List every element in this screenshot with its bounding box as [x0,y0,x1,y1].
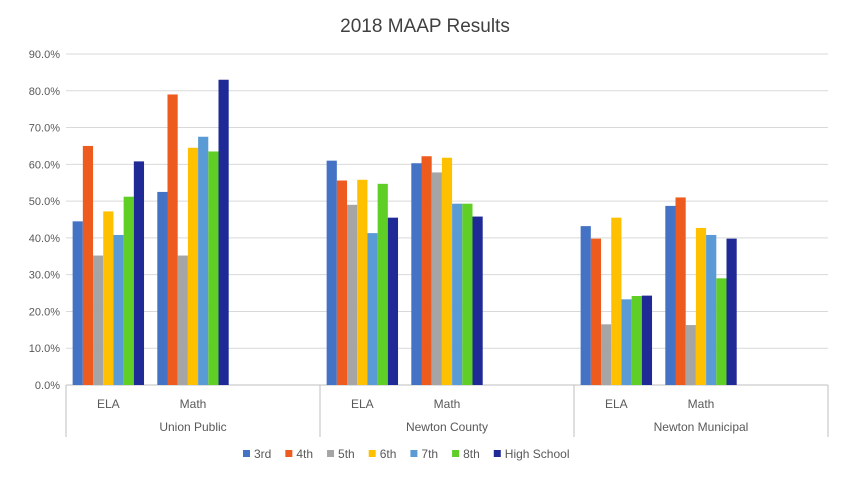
legend-swatch [452,450,460,457]
bar [133,161,145,385]
bar [187,147,199,385]
legend-swatch [368,450,376,457]
x-tick-label: ELA [351,397,374,411]
legend-item: 5th [327,447,355,461]
legend: 3rd 4th 5th 6th 7th 8th High School [243,447,570,461]
legend-item: 3rd [243,447,271,461]
bar [387,217,399,385]
bar [472,216,483,385]
legend-swatch [327,450,335,457]
group-label: Newton Municipal [654,420,749,434]
bar [726,238,737,385]
bar [421,156,432,385]
bar [367,233,378,385]
bar [611,217,622,385]
bar [336,180,348,385]
bar [641,295,653,385]
bar [601,324,612,385]
bar [462,203,473,385]
bar [82,145,94,385]
bar [123,196,134,385]
bar [706,234,717,385]
x-tick-label: ELA [605,397,628,411]
legend-label: 7th [421,447,438,461]
legend-swatch [243,450,250,457]
y-tick-label: 50.0% [29,196,60,208]
chart-title: 2018 MAAP Results [340,16,510,37]
legend-label: 4th [296,447,313,461]
y-tick-label: 0.0% [35,380,60,392]
legend-label: 6th [380,447,397,461]
bar [621,299,632,385]
bar [157,191,168,385]
y-tick-label: 10.0% [29,343,60,355]
legend-label: 5th [338,447,355,461]
bar [167,94,178,385]
bar [357,179,368,385]
bar [695,227,707,385]
bar [72,221,83,385]
y-tick-label: 90.0% [29,49,60,61]
bar [452,203,463,385]
bar [441,157,453,385]
bar [716,278,727,385]
legend-label: 3rd [254,447,271,461]
group-label: Newton County [406,420,488,434]
bar [665,205,676,385]
bar [580,226,591,385]
legend-item: 4th [285,447,313,461]
y-tick-label: 60.0% [29,159,60,171]
bar [113,234,124,385]
legend-swatch [493,450,501,457]
y-tick-label: 30.0% [29,270,60,282]
bar [326,160,337,385]
y-tick-label: 80.0% [29,86,60,98]
y-tick-label: 20.0% [29,306,60,318]
bar [218,79,229,385]
bar [198,136,209,385]
y-axis: 0.0% 10.0% 20.0% 30.0% 40.0% 50.0% 60.0% 70.0% 8… [29,49,60,392]
x-tick-label: Math [434,397,461,411]
bar [93,255,104,385]
legend-label: 8th [463,447,480,461]
x-tick-label: ELA [97,397,120,411]
y-tick-label: 70.0% [29,123,60,135]
legend-item: 6th [368,447,397,461]
bar [377,183,388,385]
bar [631,295,642,385]
x-tick-label: Math [180,397,207,411]
group-label: Union Public [159,420,226,434]
bar [685,325,696,385]
bar [208,151,219,385]
y-tick-label: 40.0% [29,233,60,245]
bar [103,211,114,385]
bar [590,238,602,385]
legend-item: High School [493,447,570,461]
bars [72,79,737,385]
legend-swatch [410,450,418,457]
bar [177,255,188,385]
legend-swatch [285,450,293,457]
bar [431,172,442,385]
legend-item: 7th [410,447,438,461]
x-axis: ELA Math Union Public ELA Math Newton County E… [65,385,829,437]
bar [347,204,358,385]
x-tick-label: Math [688,397,715,411]
bar [411,163,422,385]
legend-item: 8th [452,447,480,461]
legend-label: High School [505,447,570,461]
bar [675,197,686,385]
